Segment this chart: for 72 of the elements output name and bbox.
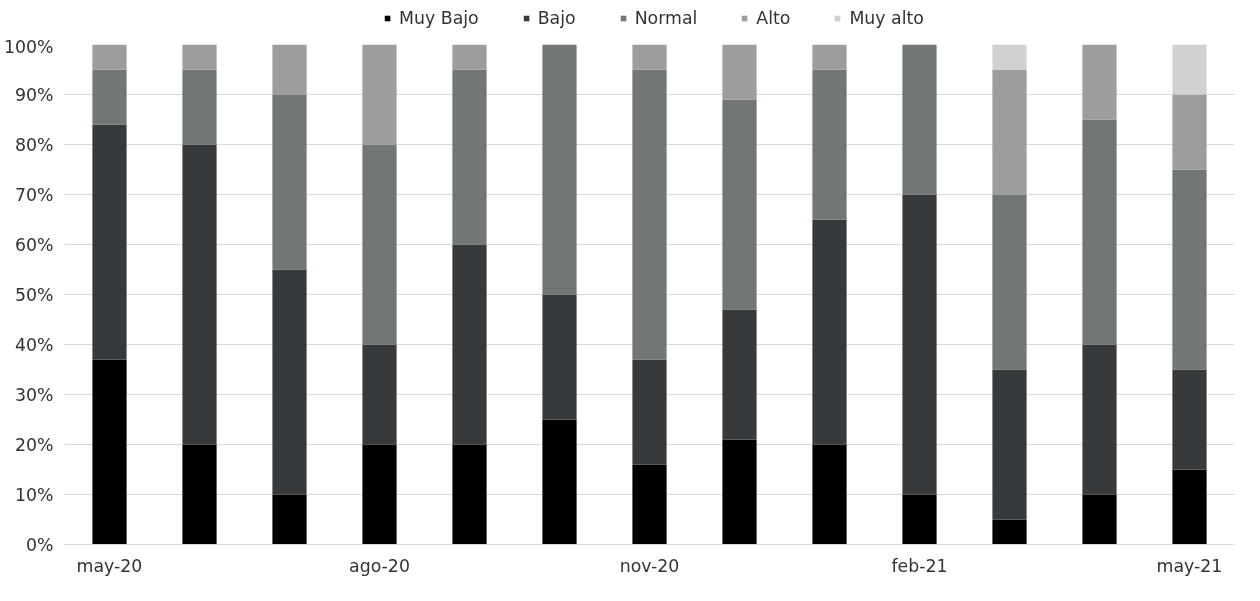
y-tick-label: 70% (14, 184, 54, 205)
bar (722, 439, 757, 545)
y-tick-label: 100% (3, 36, 54, 57)
bar (1082, 494, 1117, 545)
y-tick-label: 40% (14, 334, 54, 355)
bar (812, 69, 847, 220)
x-tick-label: may-21 (1156, 555, 1223, 576)
y-tick-label: 0% (26, 534, 54, 555)
bar (542, 419, 577, 545)
bar (452, 44, 487, 70)
y-tick-label: 80% (14, 134, 54, 155)
bar (92, 69, 127, 125)
legend-label: Bajo (537, 8, 576, 28)
bar (632, 464, 667, 545)
bar (992, 194, 1027, 370)
x-tick-label: feb-21 (891, 555, 948, 576)
bar (182, 444, 217, 545)
legend-label: Alto (756, 8, 791, 28)
y-tick-label: 10% (14, 484, 54, 505)
bar (272, 269, 307, 495)
bar (92, 124, 127, 360)
bar (992, 44, 1027, 70)
legend-label: Muy Bajo (399, 8, 479, 28)
legend-label: Muy alto (849, 8, 924, 28)
bar (542, 44, 577, 295)
bar (632, 44, 667, 70)
bar (1082, 344, 1117, 495)
bar (992, 69, 1027, 195)
bar (452, 444, 487, 545)
bar (1172, 94, 1207, 170)
bar (272, 494, 307, 545)
bar (182, 44, 217, 70)
y-tick-label: 30% (14, 384, 54, 405)
bar (722, 99, 757, 310)
bar (1172, 469, 1207, 545)
x-tick-label: nov-20 (619, 555, 680, 576)
bar (812, 219, 847, 445)
bar (1172, 169, 1207, 370)
x-tick-label: ago-20 (349, 555, 410, 576)
bar (362, 444, 397, 545)
bar (92, 44, 127, 70)
bar (362, 144, 397, 345)
bar (632, 69, 667, 360)
bar (902, 194, 937, 495)
y-tick-label: 50% (14, 284, 54, 305)
bar (272, 94, 307, 270)
y-tick-label: 20% (14, 434, 54, 455)
bar (1082, 119, 1117, 345)
bar (902, 494, 937, 545)
bar (92, 359, 127, 545)
bar (812, 444, 847, 545)
bar (182, 69, 217, 145)
y-tick-label: 60% (14, 234, 54, 255)
legend-label: Normal (634, 8, 698, 28)
bar (362, 344, 397, 445)
bar (722, 44, 757, 100)
bar (992, 369, 1027, 520)
bar (272, 44, 307, 95)
bar (452, 244, 487, 445)
y-tick-label: 90% (14, 84, 54, 105)
bar (542, 294, 577, 420)
bar (632, 359, 667, 465)
bar (452, 69, 487, 245)
bar (182, 144, 217, 445)
bar (812, 44, 847, 70)
x-tick-label: may-20 (76, 555, 143, 576)
bar (902, 44, 937, 195)
bar (992, 519, 1027, 545)
bar (722, 309, 757, 440)
bar (362, 44, 397, 145)
bar (1082, 44, 1117, 120)
bar (1172, 369, 1207, 470)
